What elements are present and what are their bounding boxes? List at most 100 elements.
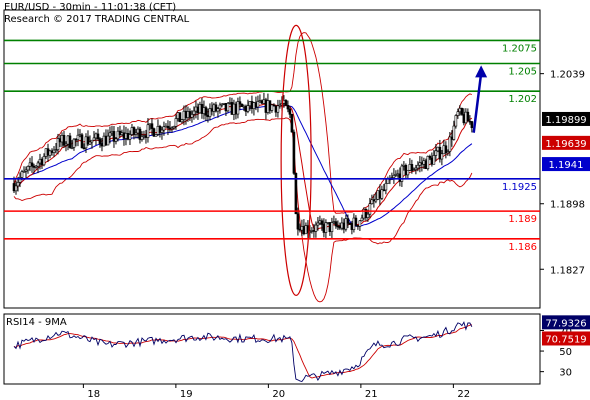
candle-body [316, 222, 320, 226]
price-y-tick-label: 1.1898 [550, 200, 585, 211]
candle-body [256, 101, 260, 108]
candle-body [444, 145, 448, 154]
candle-body [140, 136, 144, 140]
candle-body [24, 169, 28, 172]
candle-body [240, 103, 244, 107]
candle-body [80, 134, 84, 149]
candle-body [20, 171, 24, 178]
candle-body [132, 127, 136, 135]
candle-body [434, 150, 438, 156]
candle-body [454, 115, 458, 127]
candle-body [112, 131, 116, 142]
candle-body [98, 138, 102, 144]
candle-body [42, 156, 46, 166]
candle-body [270, 104, 274, 111]
candle-body [92, 137, 96, 141]
candle-body [226, 103, 230, 112]
candle-body [146, 124, 150, 138]
chart-source: Research © 2017 TRADING CENTRAL [4, 14, 190, 25]
candle-body [16, 182, 20, 187]
level-label-resistance: 1.202 [508, 94, 537, 105]
upper-bollinger-band [13, 32, 473, 214]
candle-body [238, 101, 242, 105]
candle-body [154, 134, 158, 137]
candle-body [76, 134, 80, 140]
rsi-panel-title: RSI14 - 9MA [6, 317, 67, 328]
rsi-y-tick-label: 50 [559, 347, 572, 358]
forecast-arrow-head [475, 65, 488, 78]
candle-body [62, 135, 66, 146]
candle-body [358, 220, 362, 227]
candle-body [30, 162, 34, 167]
candle-body [278, 104, 282, 107]
candle-body [364, 209, 368, 218]
date-x-tick-label: 20 [272, 389, 285, 400]
indicator-tag-ma_slow: 1.1941 [549, 160, 584, 171]
gap-highlight-ellipse [280, 24, 312, 296]
price-y-tick-label: 1.1827 [550, 265, 585, 276]
candle-body [384, 183, 388, 191]
candle-body [82, 147, 86, 150]
candle-body [428, 155, 432, 159]
rsi-y-tick-label: 30 [559, 368, 572, 379]
candle-body [160, 129, 164, 133]
candle-body [354, 217, 358, 226]
candle-body [138, 128, 142, 140]
candle-body [204, 107, 208, 116]
candle-body [174, 118, 178, 127]
candle-body [460, 108, 464, 115]
level-label-resistance: 1.2075 [502, 43, 537, 54]
candle-body [128, 134, 132, 140]
candle-body [456, 111, 460, 116]
candle-body [108, 132, 112, 137]
candle-body [106, 135, 110, 146]
rsi-line [13, 321, 473, 383]
candle-body [292, 131, 296, 174]
candle-body [288, 108, 292, 115]
candle-body [70, 147, 74, 149]
candle-body [414, 167, 418, 170]
candle-body [18, 177, 22, 183]
candle-body [416, 164, 420, 169]
candle-body [52, 149, 56, 153]
candle-body [170, 127, 174, 130]
candle-body [320, 220, 324, 225]
indicator-tag-ma_slow-box [542, 157, 590, 172]
candle-body [220, 103, 224, 106]
candle-body [34, 165, 38, 168]
candle-body [452, 125, 456, 140]
candle-body [380, 189, 384, 199]
candle-body [440, 153, 444, 160]
candle-body [392, 175, 396, 178]
candle-body [216, 108, 220, 112]
candle-body [26, 166, 30, 171]
candle-body [180, 119, 184, 123]
chart-title: EUR/USD - 30min - 11:01:38 (CET) [4, 2, 177, 13]
candle-body [88, 141, 92, 145]
rsi-panel-frame [3, 313, 541, 385]
slow-moving-average-line [13, 104, 473, 227]
candle-body [246, 105, 250, 112]
candle-body [134, 132, 138, 135]
level-label-pivot: 1.1925 [502, 182, 537, 193]
last-price-tag-box [542, 111, 590, 126]
rsi-value-tag: 77.9326 [545, 318, 586, 329]
candle-body [54, 149, 58, 151]
candle-body [214, 104, 218, 112]
level-label-support: 1.189 [508, 214, 537, 225]
price-panel-frame [3, 9, 541, 309]
candle-body [368, 203, 372, 215]
candle-body [158, 126, 162, 133]
candle-body [294, 173, 298, 215]
level-label-support: 1.186 [508, 242, 537, 253]
candle-body [90, 139, 94, 143]
candle-body [426, 155, 430, 170]
candle-body [276, 105, 280, 113]
candle-body [178, 112, 182, 123]
candle-body [314, 224, 318, 232]
candle-body [410, 164, 414, 171]
candle-body [272, 104, 276, 107]
candle-body [150, 123, 154, 129]
indicator-tag-ma_fast-box [542, 135, 590, 150]
